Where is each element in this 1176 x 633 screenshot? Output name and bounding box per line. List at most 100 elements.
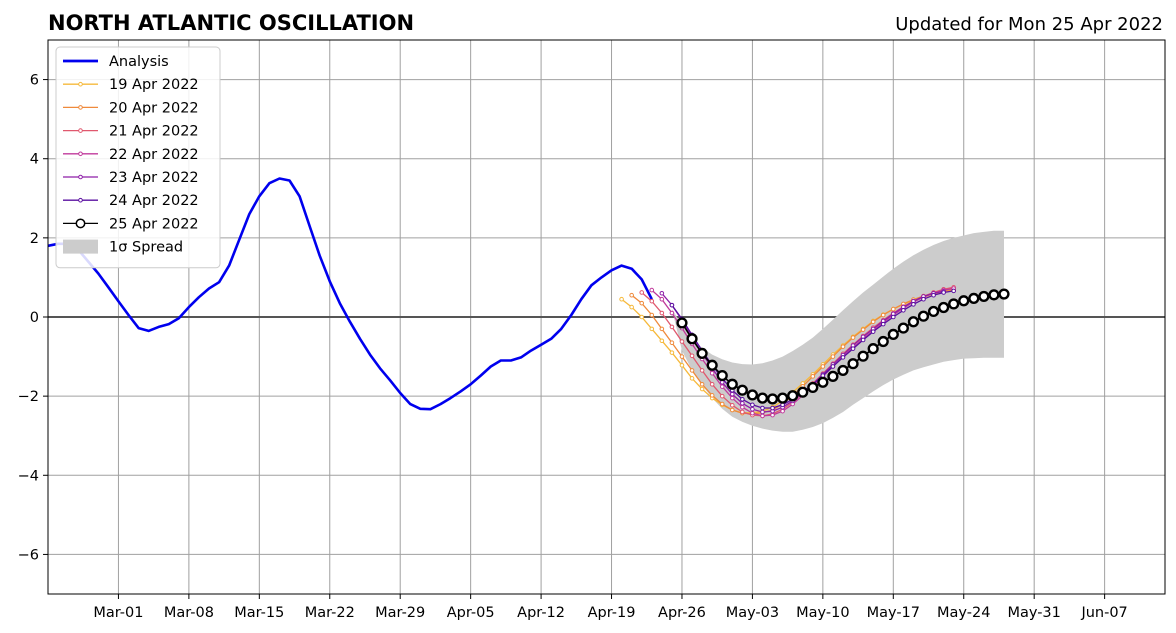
forecast-point	[729, 402, 735, 408]
current-forecast-point	[676, 317, 688, 329]
current-forecast-point	[797, 386, 809, 398]
x-tick-label: Mar-15	[234, 605, 284, 621]
forecast-point	[679, 362, 685, 368]
forecast-point	[649, 298, 655, 304]
forecast-point	[820, 364, 826, 369]
y-tick-label: 6	[30, 73, 39, 89]
forecast-point	[770, 412, 775, 418]
current-forecast-point	[716, 369, 728, 382]
chart-title: NORTH ATLANTIC OSCILLATION	[48, 11, 414, 35]
current-forecast-point	[726, 378, 738, 390]
current-forecast-point	[857, 350, 869, 362]
legend-label: 23 Apr 2022	[109, 170, 199, 186]
forecast-point	[709, 370, 715, 376]
legend-marker	[78, 151, 83, 157]
current-forecast-point	[978, 290, 990, 303]
y-tick-label: 2	[30, 231, 39, 247]
forecast-point	[729, 407, 735, 413]
forecast-point	[729, 391, 735, 397]
forecast-point	[740, 409, 745, 415]
current-forecast-point	[907, 316, 920, 328]
analysis-line	[47, 177, 653, 411]
forecast-point	[750, 402, 755, 408]
forecast-point	[719, 393, 725, 399]
legend-marker	[78, 81, 83, 87]
forecast-point	[689, 353, 695, 359]
current-forecast-point	[827, 370, 839, 382]
forecast-point	[659, 296, 665, 302]
legend-label: 1σ Spread	[109, 240, 183, 256]
updated-date: Updated for Mon 25 Apr 2022	[895, 14, 1163, 35]
forecast-point	[729, 395, 735, 401]
current-forecast-point	[988, 289, 1000, 301]
current-forecast-point	[696, 347, 708, 360]
x-axis-ticks: Mar-01 Mar-08 Mar-15 Mar-22 Mar-29 Apr-05 Apr-…	[93, 594, 1128, 621]
forecast-point	[709, 393, 715, 398]
y-tick-label: 4	[30, 152, 39, 168]
spread-area	[671, 230, 1004, 432]
forecast-point	[719, 401, 725, 407]
current-forecast-point	[847, 358, 859, 370]
current-forecast-point	[756, 392, 769, 404]
y-tick-label: −4	[18, 468, 39, 484]
legend-label: 20 Apr 2022	[109, 100, 199, 116]
y-tick-label: 0	[30, 310, 39, 326]
legend-label: 21 Apr 2022	[109, 124, 199, 140]
current-forecast-point	[887, 328, 899, 341]
x-tick-label: Jun-07	[1080, 605, 1127, 621]
x-tick-label: Apr-26	[658, 605, 706, 621]
current-forecast-point	[746, 389, 759, 401]
forecast-point	[870, 329, 876, 334]
forecast-point	[629, 292, 634, 298]
legend-label: Analysis	[109, 54, 169, 70]
x-tick-label: Mar-22	[305, 605, 355, 621]
x-tick-label: May-31	[1007, 605, 1060, 621]
forecast-point	[669, 302, 675, 308]
forecast-point	[890, 314, 896, 320]
forecast-point	[850, 335, 856, 340]
legend-label: 25 Apr 2022	[109, 216, 199, 232]
forecast-point	[639, 300, 645, 306]
forecast-point	[669, 324, 675, 330]
forecast-point	[669, 350, 675, 355]
forecast-point	[699, 368, 705, 373]
legend-label: 22 Apr 2022	[109, 147, 199, 163]
current-forecast-point	[736, 384, 748, 396]
current-forecast-point	[837, 364, 849, 377]
forecast-point	[750, 406, 755, 412]
x-tick-label: May-17	[867, 605, 920, 621]
forecast-point	[860, 337, 866, 343]
current-forecast-point	[927, 305, 940, 318]
forecast-point	[669, 340, 675, 346]
legend: Analysis 19 Apr 2022 20 Apr 2022 21 Apr 202…	[55, 46, 221, 269]
x-tick-label: Mar-08	[164, 605, 214, 621]
current-forecast-point	[787, 390, 799, 402]
forecast-point	[740, 404, 745, 410]
legend-swatch	[63, 239, 98, 254]
current-forecast-point	[807, 381, 819, 394]
legend-label: 19 Apr 2022	[109, 77, 199, 93]
forecast-point	[689, 376, 695, 381]
forecast-point	[951, 288, 956, 294]
x-tick-label: May-03	[726, 605, 779, 621]
analysis-series	[47, 177, 653, 411]
forecast-point	[629, 304, 634, 310]
current-forecast-point	[706, 359, 718, 371]
forecast-point	[689, 368, 695, 373]
current-forecast-point	[917, 310, 930, 322]
forecast-point	[639, 290, 645, 295]
forecast-point	[870, 319, 876, 325]
forecast-point	[770, 405, 775, 411]
forecast-point	[921, 296, 926, 302]
forecast-point	[649, 326, 655, 332]
legend-marker	[78, 128, 83, 133]
forecast-point	[679, 339, 685, 344]
x-tick-label: May-24	[937, 605, 990, 621]
x-tick-label: May-10	[796, 605, 849, 621]
forecast-point	[850, 346, 856, 351]
y-axis-ticks: 6 4 2 0 −2 −4 −6	[18, 73, 48, 563]
forecast-point	[740, 397, 745, 402]
forecast-point	[830, 364, 836, 369]
current-forecast-point	[686, 333, 698, 345]
current-forecast-point	[998, 288, 1010, 300]
